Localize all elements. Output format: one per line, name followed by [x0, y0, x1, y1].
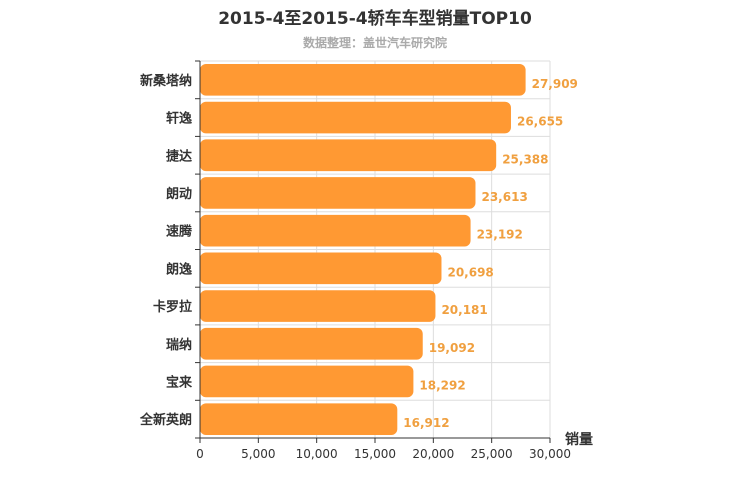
data-label: 19,092 — [429, 341, 475, 355]
data-label: 25,388 — [502, 152, 548, 166]
bar — [200, 177, 476, 209]
category-label: 新桑塔纳 — [140, 73, 192, 89]
x-tick-label: 20,000 — [412, 447, 454, 461]
data-label: 16,912 — [403, 416, 449, 430]
category-label: 宝来 — [166, 374, 193, 390]
bar — [200, 365, 414, 398]
category-label: 朗逸 — [166, 261, 192, 277]
data-label: 20,181 — [441, 303, 487, 317]
bar — [200, 214, 471, 247]
category-label: 朗动 — [166, 186, 192, 202]
category-label: 全新英朗 — [139, 412, 192, 428]
data-label: 27,909 — [532, 77, 578, 91]
x-tick-label: 5,000 — [241, 447, 275, 461]
data-label: 20,698 — [447, 265, 493, 279]
x-axis-title: 销量 — [565, 431, 593, 448]
category-label: 速腾 — [166, 224, 193, 240]
data-label: 18,292 — [419, 378, 465, 392]
data-label: 23,613 — [481, 190, 527, 204]
data-label: 26,655 — [517, 115, 563, 129]
category-label: 轩逸 — [166, 111, 192, 127]
chart-title: 2015-4至2015-4轿车车型销量TOP10 — [218, 8, 532, 29]
category-label: 捷达 — [166, 148, 192, 164]
bars: 27,909 26,655 25,388 23,613 23,192 20,698 20,1… — [200, 64, 578, 435]
category-label: 卡罗拉 — [153, 299, 192, 315]
bar — [200, 101, 511, 134]
data-label: 23,192 — [477, 228, 523, 242]
category-label: 瑞纳 — [166, 337, 192, 353]
x-tick-label: 25,000 — [471, 447, 513, 461]
x-tick-label: 15,000 — [354, 447, 396, 461]
bar — [200, 327, 423, 360]
x-tick-label: 10,000 — [296, 447, 338, 461]
bar — [200, 290, 436, 322]
grid-lines — [200, 60, 551, 438]
bar — [200, 252, 442, 285]
bar — [200, 403, 398, 435]
x-tick-label: 30,000 — [529, 447, 571, 461]
bar — [200, 139, 497, 172]
x-tick-label: 0 — [196, 447, 204, 461]
bar — [200, 64, 526, 96]
chart-subtitle: 数据整理：盖世汽车研究院 — [303, 35, 447, 50]
